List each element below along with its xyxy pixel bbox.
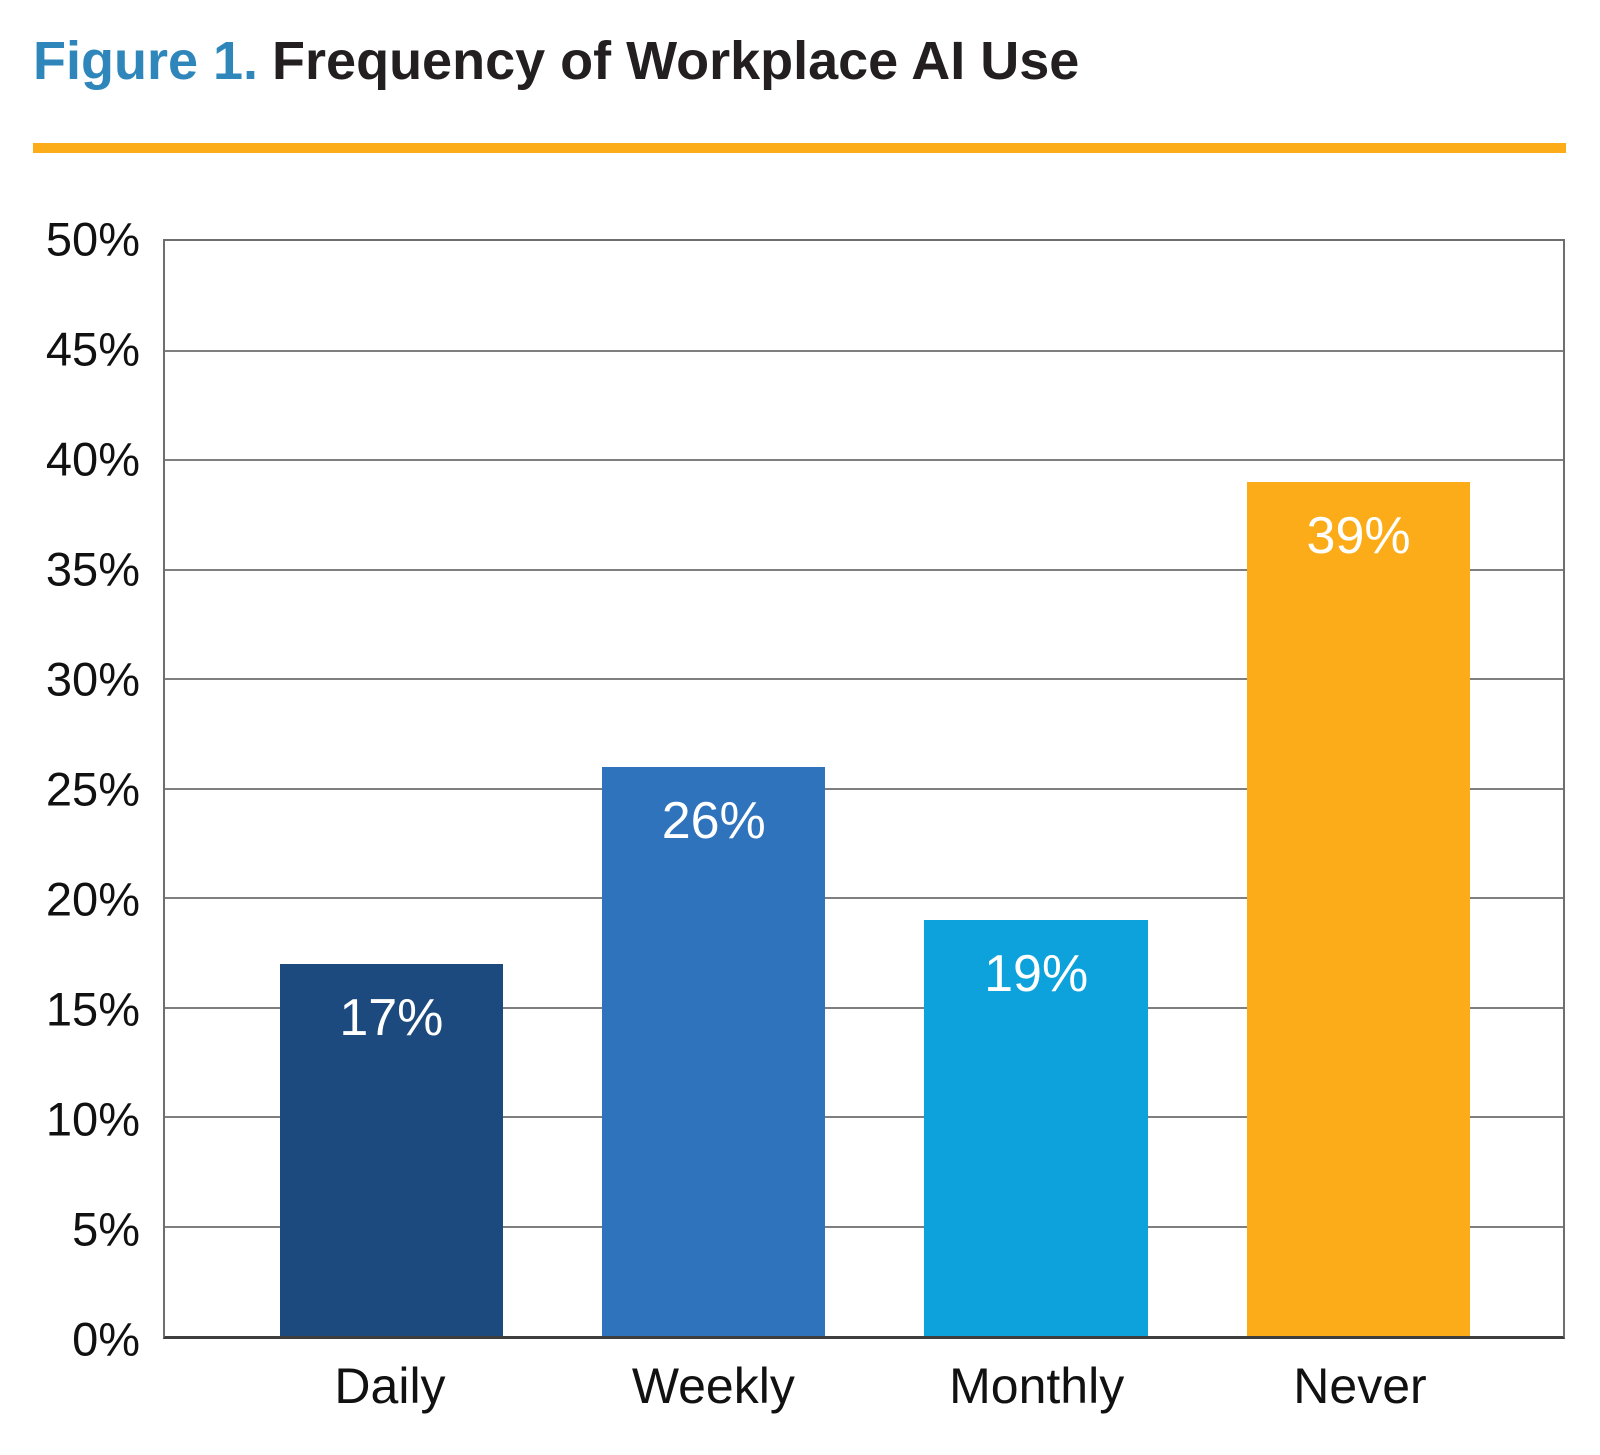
gridline xyxy=(165,1006,1563,1009)
bar-value-label: 26% xyxy=(661,791,766,850)
bar-value-label: 17% xyxy=(339,988,444,1047)
y-tick-label: 50% xyxy=(45,212,140,266)
gridline xyxy=(165,678,1563,680)
bar-value-label: 19% xyxy=(984,944,1089,1003)
x-category-label: Daily xyxy=(334,1358,446,1414)
gridline xyxy=(165,1116,1563,1118)
gridline xyxy=(165,568,1563,571)
x-category-label: Monthly xyxy=(949,1358,1125,1414)
bar-monthly: 19% xyxy=(924,919,1148,1336)
y-tick-label: 35% xyxy=(45,542,140,596)
y-tick-label: 10% xyxy=(45,1092,140,1146)
figure-title: Figure 1. Frequency of Workplace AI Use xyxy=(33,30,1079,92)
y-tick-label: 5% xyxy=(72,1202,140,1256)
bar-weekly: 26% xyxy=(602,766,826,1336)
y-tick-label: 25% xyxy=(45,762,140,816)
gridline xyxy=(165,897,1563,899)
y-tick-label: 20% xyxy=(45,872,140,926)
x-category-label: Weekly xyxy=(631,1358,795,1414)
bar-never: 39% xyxy=(1246,481,1471,1336)
gridline xyxy=(165,787,1563,790)
y-tick-label: 0% xyxy=(72,1312,140,1366)
bar-value-label: 39% xyxy=(1306,506,1411,565)
gridline xyxy=(165,459,1563,461)
plot-area: 17% 26% 19% 39% xyxy=(163,239,1565,1339)
gridline xyxy=(165,1225,1563,1228)
y-tick-label: 40% xyxy=(45,432,140,486)
y-tick-label: 30% xyxy=(45,652,140,706)
figure-title-text: Frequency of Workplace AI Use xyxy=(272,31,1080,91)
figure-number-label: Figure 1. xyxy=(33,31,259,91)
x-axis-labels: Daily Weekly Monthly Never xyxy=(163,1356,1565,1436)
y-axis-labels: 0% 5% 10% 15% 20% 25% 30% 35% 40% 45% 50% xyxy=(0,216,140,1363)
bar-daily: 17% xyxy=(279,963,504,1336)
y-tick-label: 15% xyxy=(45,982,140,1036)
gridline xyxy=(165,349,1563,352)
x-category-label: Never xyxy=(1293,1358,1427,1414)
y-tick-label: 45% xyxy=(45,322,140,376)
title-divider-rule xyxy=(33,143,1566,153)
